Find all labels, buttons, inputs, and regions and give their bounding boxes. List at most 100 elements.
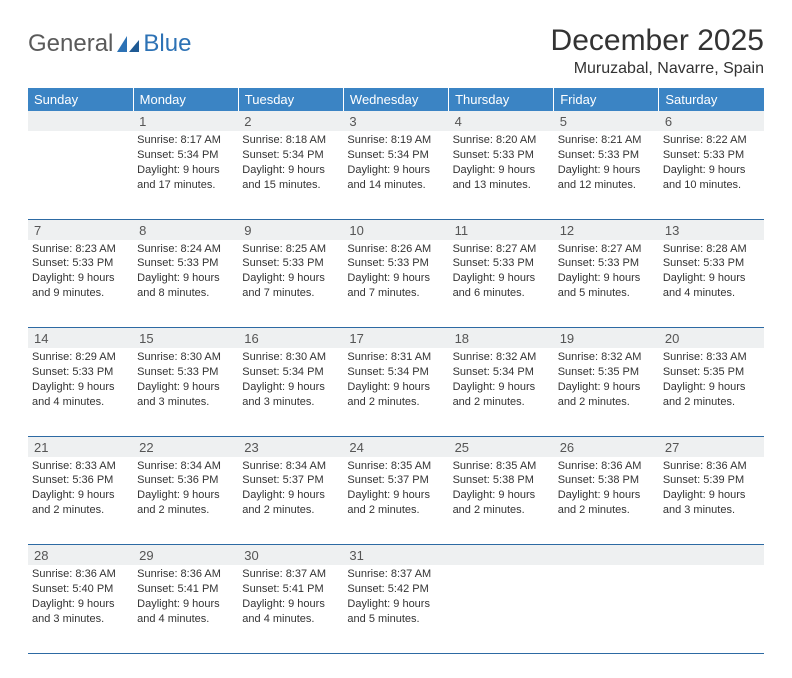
day-number: 22 [139, 440, 153, 455]
week-content-row: Sunrise: 8:29 AMSunset: 5:33 PMDaylight:… [28, 348, 764, 436]
day-cell: Sunrise: 8:25 AMSunset: 5:33 PMDaylight:… [238, 240, 343, 328]
day-details: Sunrise: 8:17 AMSunset: 5:34 PMDaylight:… [137, 131, 234, 192]
day-number: 13 [665, 223, 679, 238]
day-details: Sunrise: 8:34 AMSunset: 5:37 PMDaylight:… [242, 457, 339, 518]
day-cell: Sunrise: 8:34 AMSunset: 5:37 PMDaylight:… [238, 457, 343, 545]
day-number-cell: 26 [554, 436, 659, 457]
day-details: Sunrise: 8:21 AMSunset: 5:33 PMDaylight:… [558, 131, 655, 192]
day-number-cell: 13 [659, 219, 764, 240]
day-number-cell: 3 [343, 111, 448, 131]
day-details: Sunrise: 8:27 AMSunset: 5:33 PMDaylight:… [558, 240, 655, 301]
day-number-cell: 27 [659, 436, 764, 457]
day-header: Saturday [659, 88, 764, 111]
day-header: Sunday [28, 88, 133, 111]
day-details: Sunrise: 8:22 AMSunset: 5:33 PMDaylight:… [663, 131, 760, 192]
day-cell: Sunrise: 8:37 AMSunset: 5:41 PMDaylight:… [238, 565, 343, 653]
day-number-cell: 23 [238, 436, 343, 457]
day-number: 9 [244, 223, 251, 238]
day-number-cell: 1 [133, 111, 238, 131]
day-cell: Sunrise: 8:35 AMSunset: 5:37 PMDaylight:… [343, 457, 448, 545]
day-number: 16 [244, 331, 258, 346]
day-details: Sunrise: 8:36 AMSunset: 5:40 PMDaylight:… [32, 565, 129, 626]
day-cell: Sunrise: 8:29 AMSunset: 5:33 PMDaylight:… [28, 348, 133, 436]
day-number: 5 [560, 114, 567, 129]
day-number-cell: 29 [133, 545, 238, 566]
day-details: Sunrise: 8:34 AMSunset: 5:36 PMDaylight:… [137, 457, 234, 518]
day-cell: Sunrise: 8:30 AMSunset: 5:33 PMDaylight:… [133, 348, 238, 436]
week-number-row: 123456 [28, 111, 764, 131]
day-number-cell: 8 [133, 219, 238, 240]
day-number: 18 [455, 331, 469, 346]
day-number: 1 [139, 114, 146, 129]
day-number-cell: 25 [449, 436, 554, 457]
day-details: Sunrise: 8:20 AMSunset: 5:33 PMDaylight:… [453, 131, 550, 192]
day-cell: Sunrise: 8:36 AMSunset: 5:39 PMDaylight:… [659, 457, 764, 545]
day-details: Sunrise: 8:28 AMSunset: 5:33 PMDaylight:… [663, 240, 760, 301]
day-cell: Sunrise: 8:36 AMSunset: 5:41 PMDaylight:… [133, 565, 238, 653]
day-cell: Sunrise: 8:33 AMSunset: 5:36 PMDaylight:… [28, 457, 133, 545]
day-details: Sunrise: 8:37 AMSunset: 5:42 PMDaylight:… [347, 565, 444, 626]
day-details: Sunrise: 8:18 AMSunset: 5:34 PMDaylight:… [242, 131, 339, 192]
day-cell: Sunrise: 8:22 AMSunset: 5:33 PMDaylight:… [659, 131, 764, 219]
day-number: 27 [665, 440, 679, 455]
brand-logo: General Blue [28, 24, 191, 58]
day-details: Sunrise: 8:25 AMSunset: 5:33 PMDaylight:… [242, 240, 339, 301]
day-number: 4 [455, 114, 462, 129]
day-number-cell: 19 [554, 328, 659, 349]
week-number-row: 78910111213 [28, 219, 764, 240]
day-cell: Sunrise: 8:26 AMSunset: 5:33 PMDaylight:… [343, 240, 448, 328]
day-number-cell: 11 [449, 219, 554, 240]
day-details [32, 131, 129, 133]
day-number: 25 [455, 440, 469, 455]
week-number-row: 28 29 30 31 [28, 545, 764, 566]
calendar-page: General Blue December 2025 Muruzabal, Na… [0, 0, 792, 678]
day-details: Sunrise: 8:31 AMSunset: 5:34 PMDaylight:… [347, 348, 444, 409]
day-number: 29 [139, 548, 153, 563]
day-number-cell: 14 [28, 328, 133, 349]
day-details: Sunrise: 8:23 AMSunset: 5:33 PMDaylight:… [32, 240, 129, 301]
day-number: 8 [139, 223, 146, 238]
day-number-cell: 15 [133, 328, 238, 349]
day-number: 30 [244, 548, 258, 563]
day-details [558, 565, 655, 567]
day-details: Sunrise: 8:36 AMSunset: 5:39 PMDaylight:… [663, 457, 760, 518]
day-number: 28 [34, 548, 48, 563]
day-cell: Sunrise: 8:19 AMSunset: 5:34 PMDaylight:… [343, 131, 448, 219]
day-cell: Sunrise: 8:33 AMSunset: 5:35 PMDaylight:… [659, 348, 764, 436]
day-number-cell [554, 545, 659, 566]
day-number-cell: 21 [28, 436, 133, 457]
month-title: December 2025 [551, 24, 764, 58]
day-number-cell: 9 [238, 219, 343, 240]
day-number-cell: 5 [554, 111, 659, 131]
day-cell: Sunrise: 8:24 AMSunset: 5:33 PMDaylight:… [133, 240, 238, 328]
week-number-row: 21 22 2324 25 26 27 [28, 436, 764, 457]
day-number: 26 [560, 440, 574, 455]
day-details [453, 565, 550, 567]
day-number: 17 [349, 331, 363, 346]
day-number-cell: 20 [659, 328, 764, 349]
day-details: Sunrise: 8:26 AMSunset: 5:33 PMDaylight:… [347, 240, 444, 301]
day-details [663, 565, 760, 567]
day-number-cell: 31 [343, 545, 448, 566]
day-cell: Sunrise: 8:23 AMSunset: 5:33 PMDaylight:… [28, 240, 133, 328]
day-number: 20 [665, 331, 679, 346]
day-details: Sunrise: 8:32 AMSunset: 5:35 PMDaylight:… [558, 348, 655, 409]
calendar-table: SundayMondayTuesdayWednesdayThursdayFrid… [28, 88, 764, 654]
day-cell: Sunrise: 8:27 AMSunset: 5:33 PMDaylight:… [554, 240, 659, 328]
title-block: December 2025 Muruzabal, Navarre, Spain [551, 24, 764, 78]
day-cell: Sunrise: 8:32 AMSunset: 5:35 PMDaylight:… [554, 348, 659, 436]
week-content-row: Sunrise: 8:33 AMSunset: 5:36 PMDaylight:… [28, 457, 764, 545]
day-number: 31 [349, 548, 363, 563]
day-cell [554, 565, 659, 653]
day-details: Sunrise: 8:33 AMSunset: 5:35 PMDaylight:… [663, 348, 760, 409]
week-content-row: Sunrise: 8:23 AMSunset: 5:33 PMDaylight:… [28, 240, 764, 328]
day-cell [28, 131, 133, 219]
day-cell: Sunrise: 8:28 AMSunset: 5:33 PMDaylight:… [659, 240, 764, 328]
day-number: 7 [34, 223, 41, 238]
day-number: 6 [665, 114, 672, 129]
day-number-cell: 24 [343, 436, 448, 457]
sail-icon [115, 34, 141, 54]
day-header: Friday [554, 88, 659, 111]
day-header: Monday [133, 88, 238, 111]
day-number-cell: 10 [343, 219, 448, 240]
